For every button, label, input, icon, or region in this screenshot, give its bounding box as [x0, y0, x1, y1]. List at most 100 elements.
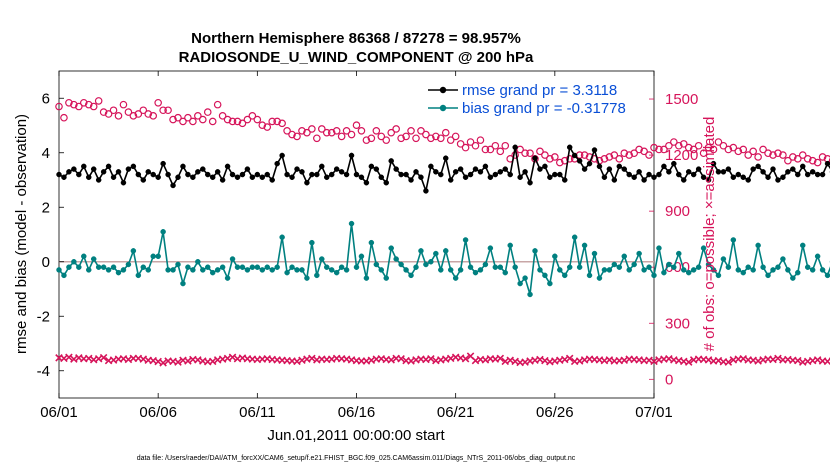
rmse-point — [56, 171, 62, 178]
bias-point — [685, 269, 692, 276]
obs-possible-point — [441, 128, 450, 137]
bias-point — [423, 261, 429, 268]
obs-possible-point — [109, 106, 118, 115]
obs-possible-markers — [55, 97, 830, 167]
obs-possible-point — [620, 149, 629, 158]
y-left-tick-label: -4 — [37, 363, 50, 380]
obs-assimilated-point — [387, 356, 395, 364]
y-left-tick-label: 2 — [42, 199, 50, 216]
obs-possible-point — [129, 112, 138, 120]
obs-possible-point — [372, 126, 381, 135]
rmse-point — [497, 169, 504, 175]
rmse-point — [284, 171, 290, 178]
bias-point — [383, 275, 389, 281]
rmse-point — [562, 177, 568, 183]
rmse-point — [378, 174, 385, 181]
bias-point — [170, 267, 176, 273]
bias-point — [725, 264, 732, 270]
rmse-point — [824, 160, 830, 167]
rmse-point — [190, 174, 196, 181]
bias-point — [328, 267, 335, 273]
obs-possible-point — [238, 119, 247, 128]
bias-point — [710, 267, 717, 273]
bias-point — [661, 269, 667, 276]
bias-point — [294, 267, 300, 273]
rmse-point — [517, 174, 523, 181]
bias-point — [586, 272, 593, 279]
rmse-point — [140, 177, 147, 183]
obs-assimilated-point — [496, 354, 505, 363]
obs-possible-point — [516, 145, 524, 154]
obs-possible-point — [60, 113, 68, 122]
rmse-point — [685, 169, 692, 175]
rmse-point — [130, 163, 137, 170]
rmse-point — [690, 171, 697, 178]
obs-possible-point — [605, 153, 614, 161]
obs-possible-point — [387, 128, 396, 137]
rmse-point — [433, 169, 439, 175]
obs-assimilated-point — [684, 358, 693, 366]
obs-possible-point — [709, 145, 718, 154]
rmse-point — [150, 171, 156, 178]
rmse-point — [200, 166, 206, 172]
rmse-point — [487, 174, 494, 181]
obs-possible-point — [308, 125, 316, 133]
rmse-point — [462, 174, 469, 181]
obs-possible-point — [615, 155, 624, 163]
rmse-point — [274, 160, 280, 167]
rmse-point — [368, 163, 375, 170]
rmse-point — [785, 169, 791, 175]
rmse-point — [353, 171, 360, 178]
obs-possible-point — [154, 98, 162, 107]
obs-possible-point — [521, 149, 529, 158]
rmse-point — [537, 166, 543, 172]
rmse-point — [175, 174, 181, 181]
bias-point — [730, 237, 737, 243]
rmse-point — [790, 166, 796, 172]
obs-possible-point — [367, 134, 376, 143]
obs-possible-point — [759, 145, 767, 154]
rmse-point — [333, 166, 340, 172]
obs-assimilated-point — [228, 353, 237, 362]
obs-possible-point — [679, 140, 688, 148]
rmse-point — [760, 169, 766, 175]
rmse-point — [125, 166, 132, 172]
obs-assimilated-point — [794, 356, 802, 365]
rmse-series — [56, 144, 830, 194]
bias-point — [532, 248, 538, 254]
bias-point — [482, 261, 489, 268]
rmse-point — [795, 171, 801, 178]
bias-point — [378, 267, 385, 273]
bias-point — [522, 275, 528, 281]
obs-possible-point — [412, 134, 420, 143]
rmse-point — [671, 160, 677, 167]
bias-point — [462, 237, 469, 243]
rmse-point — [438, 171, 444, 178]
obs-possible-point — [139, 106, 148, 115]
obs-possible-point — [332, 126, 341, 135]
bias-point — [780, 256, 786, 262]
x-tick-label: 06/06 — [139, 404, 177, 421]
bias-point — [795, 269, 801, 276]
bias-point — [651, 272, 657, 279]
rmse-point — [393, 166, 399, 172]
obs-assimilated-point — [461, 354, 470, 363]
bias-point — [214, 267, 221, 273]
obs-possible-point — [818, 153, 827, 161]
obs-possible-point — [655, 145, 663, 154]
obs-possible-point — [119, 100, 128, 109]
bias-point — [507, 242, 513, 249]
rmse-point — [234, 174, 241, 181]
rmse-point — [76, 171, 82, 178]
rmse-point — [676, 171, 682, 178]
rmse-point — [750, 166, 756, 172]
plot-area — [58, 70, 655, 399]
obs-possible-point — [134, 110, 143, 118]
y-right-tick-label: 1200 — [665, 147, 698, 164]
rmse-point — [681, 177, 687, 183]
obs-possible-point — [565, 155, 574, 163]
bias-point — [616, 264, 623, 270]
bias-point — [477, 267, 484, 273]
rmse-point — [586, 160, 593, 167]
rmse-point — [155, 174, 161, 181]
